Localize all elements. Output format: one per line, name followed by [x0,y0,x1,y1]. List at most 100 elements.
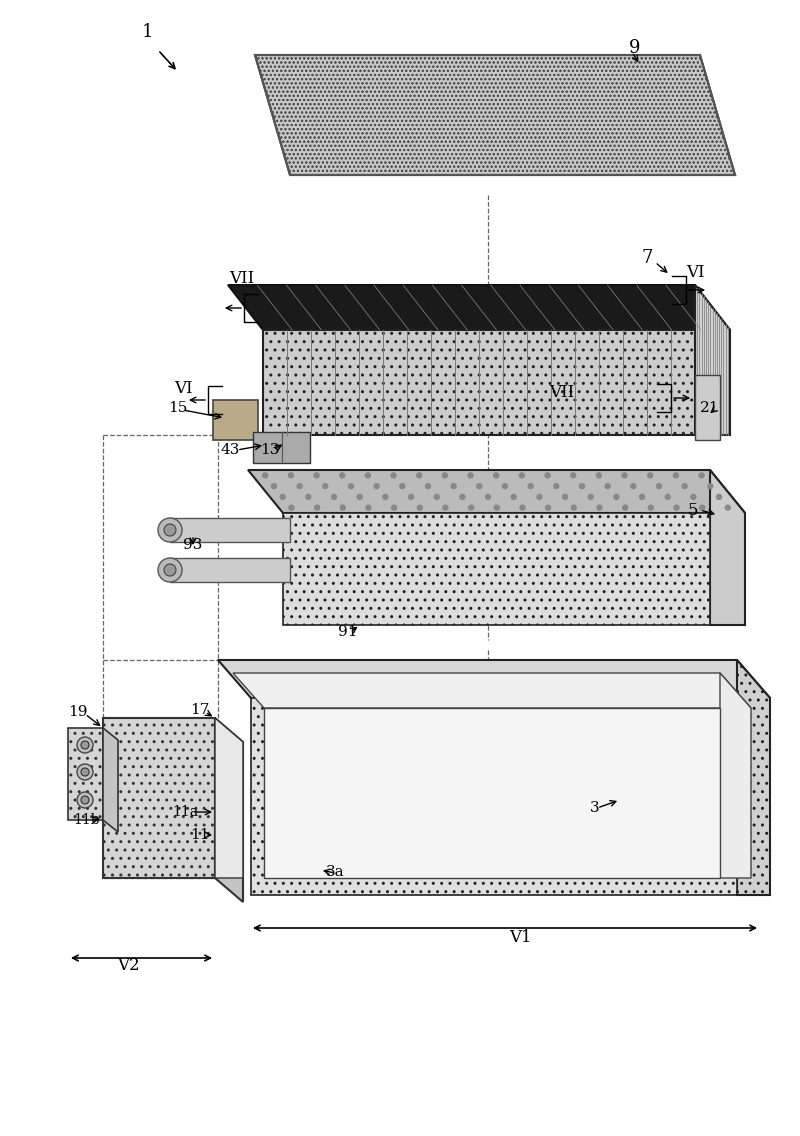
Circle shape [717,494,722,500]
Text: VII: VII [550,384,574,401]
Polygon shape [720,673,751,878]
Circle shape [639,494,645,500]
Text: 13: 13 [260,443,280,457]
Polygon shape [263,329,695,435]
Circle shape [383,494,388,500]
Circle shape [708,484,713,488]
Circle shape [614,494,619,500]
Text: 11a: 11a [172,805,198,819]
Circle shape [77,765,93,780]
Circle shape [674,506,679,510]
Circle shape [562,494,567,500]
Circle shape [366,473,370,478]
Polygon shape [248,470,745,513]
Circle shape [442,473,447,478]
Text: 19: 19 [68,705,88,719]
Polygon shape [215,718,243,878]
Circle shape [349,484,354,488]
Text: 21: 21 [700,401,720,415]
Circle shape [366,506,371,510]
Circle shape [443,506,448,510]
Circle shape [434,494,439,500]
Circle shape [392,506,397,510]
Polygon shape [737,660,770,895]
Circle shape [314,473,319,478]
Circle shape [340,473,345,478]
Circle shape [77,792,93,808]
Circle shape [699,473,704,478]
Circle shape [417,473,422,478]
Polygon shape [710,470,745,625]
Circle shape [511,494,516,500]
Text: 3a: 3a [326,864,344,879]
Polygon shape [255,55,735,175]
Circle shape [579,484,585,488]
Polygon shape [170,518,290,542]
Circle shape [630,484,636,488]
Polygon shape [68,728,103,820]
Circle shape [674,473,678,478]
Circle shape [528,484,533,488]
Circle shape [520,506,525,510]
Circle shape [469,506,474,510]
Circle shape [648,506,654,510]
Text: 11b: 11b [74,813,100,827]
Circle shape [81,741,89,749]
Circle shape [81,768,89,776]
Text: V2: V2 [117,957,139,974]
Circle shape [666,494,670,500]
Circle shape [597,506,602,510]
Circle shape [331,494,337,500]
Circle shape [262,473,268,478]
Text: 11: 11 [190,828,210,842]
Text: 17: 17 [190,703,210,717]
Circle shape [588,494,594,500]
Circle shape [374,484,379,488]
Circle shape [340,506,346,510]
Polygon shape [695,285,730,435]
Text: 43: 43 [220,443,240,457]
Circle shape [314,506,320,510]
Circle shape [571,506,576,510]
Circle shape [81,796,89,804]
Polygon shape [170,558,290,582]
Text: 93: 93 [183,538,202,552]
Text: 7: 7 [642,249,653,267]
Circle shape [297,484,302,488]
Circle shape [622,473,627,478]
Circle shape [691,494,696,500]
Polygon shape [695,375,720,440]
Circle shape [545,473,550,478]
Polygon shape [103,718,215,878]
Text: V1: V1 [509,929,531,946]
Circle shape [391,473,396,478]
Circle shape [546,506,550,510]
Text: VII: VII [230,269,254,286]
Circle shape [271,484,277,488]
Text: 9: 9 [630,39,641,57]
Circle shape [164,563,176,576]
Circle shape [726,506,730,510]
Circle shape [519,473,524,478]
Circle shape [648,473,653,478]
Polygon shape [218,660,770,698]
Circle shape [322,484,328,488]
Circle shape [358,494,362,500]
Polygon shape [233,673,751,708]
Circle shape [451,484,456,488]
Polygon shape [213,400,258,440]
Circle shape [288,473,294,478]
Polygon shape [228,285,730,329]
Polygon shape [253,432,310,463]
Circle shape [158,518,182,542]
Circle shape [426,484,430,488]
Circle shape [158,558,182,582]
Circle shape [306,494,311,500]
Text: 91: 91 [338,625,358,640]
Circle shape [400,484,405,488]
Circle shape [682,484,687,488]
Text: 5: 5 [688,501,698,518]
Polygon shape [283,513,710,625]
Circle shape [502,484,507,488]
Text: 1: 1 [142,23,154,41]
